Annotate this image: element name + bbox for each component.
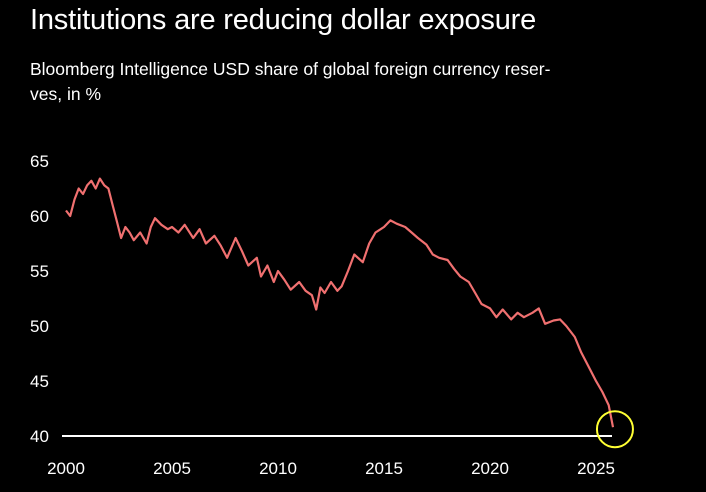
y-tick-label-45: 45: [30, 372, 49, 391]
x-tick-label-2005: 2005: [153, 459, 191, 478]
y-tick-label-50: 50: [30, 317, 49, 336]
y-tick-label-55: 55: [30, 262, 49, 281]
series-line-usd-share: [65, 177, 615, 428]
chart-title: Institutions are reducing dollar exposur…: [30, 4, 537, 36]
x-tick-label-2015: 2015: [365, 459, 403, 478]
x-tick-label-2000: 2000: [47, 459, 85, 478]
x-axis-ticks: 2000 2005 2010 2015 2020 2025: [47, 459, 615, 478]
x-tick-label-2025: 2025: [577, 459, 615, 478]
y-tick-label-40: 40: [30, 427, 49, 446]
y-axis-ticks: 40 45 50 55 60 65: [30, 152, 49, 446]
chart-subtitle: Bloomberg Intelligence USD share of glob…: [30, 59, 551, 104]
x-tick-label-2020: 2020: [471, 459, 509, 478]
y-tick-label-60: 60: [30, 207, 49, 226]
x-tick-label-2010: 2010: [259, 459, 297, 478]
latest-value-highlight-circle: [595, 410, 634, 449]
y-tick-label-65: 65: [30, 152, 49, 171]
